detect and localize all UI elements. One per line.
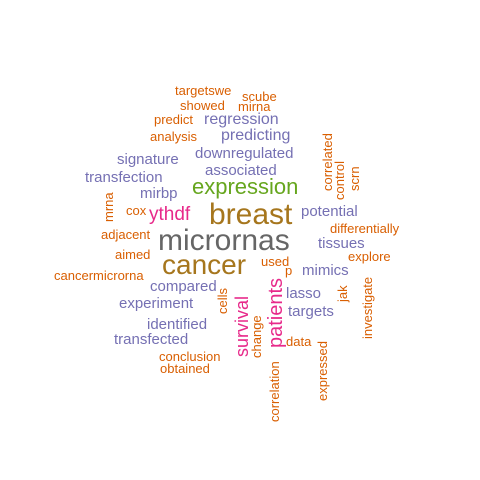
- word-correlation: correlation: [268, 361, 281, 422]
- word-investigate: investigate: [361, 277, 374, 339]
- word-aimed: aimed: [115, 248, 150, 261]
- word-compared: compared: [150, 279, 217, 294]
- word-experiment: experiment: [119, 296, 193, 311]
- word-scrn: scrn: [348, 166, 361, 191]
- word-mirna: mirna: [238, 100, 271, 113]
- word-regression: regression: [204, 112, 279, 128]
- word-associated: associated: [205, 163, 277, 178]
- word-mrna: mrna: [102, 192, 115, 222]
- word-showed: showed: [180, 99, 225, 112]
- word-downregulated: downregulated: [195, 146, 293, 161]
- word-transfected: transfected: [114, 332, 188, 347]
- word-expressed: expressed: [316, 341, 329, 401]
- word-cancermicrorna: cancermicrorna: [54, 269, 144, 282]
- word-breast: breast: [209, 200, 292, 230]
- word-differentially: differentially: [330, 222, 399, 235]
- word-explore: explore: [348, 250, 391, 263]
- word-cox: cox: [126, 204, 146, 217]
- word-signature: signature: [117, 152, 179, 167]
- word-analysis: analysis: [150, 130, 197, 143]
- word-predict: predict: [154, 113, 193, 126]
- word-jak: jak: [336, 285, 349, 302]
- word-lasso: lasso: [286, 286, 321, 301]
- word-targets: targets: [288, 304, 334, 319]
- word-control: control: [333, 161, 346, 200]
- word-cancer: cancer: [162, 251, 246, 279]
- word-ythdf: ythdf: [149, 205, 190, 224]
- word-patients: patients: [266, 278, 286, 348]
- word-data: data: [286, 335, 311, 348]
- word-expression: expression: [192, 176, 298, 198]
- word-mimics: mimics: [302, 263, 349, 278]
- word-cells: cells: [216, 288, 229, 314]
- word-mirbp: mirbp: [140, 186, 178, 201]
- word-predicting: predicting: [221, 128, 290, 144]
- word-change: change: [250, 315, 263, 358]
- word-p: p: [285, 264, 292, 277]
- word-identified: identified: [147, 317, 207, 332]
- word-targetswe: targetswe: [175, 84, 231, 97]
- word-adjacent: adjacent: [101, 228, 150, 241]
- word-transfection: transfection: [85, 170, 163, 185]
- word-obtained: obtained: [160, 362, 210, 375]
- word-potential: potential: [301, 204, 358, 219]
